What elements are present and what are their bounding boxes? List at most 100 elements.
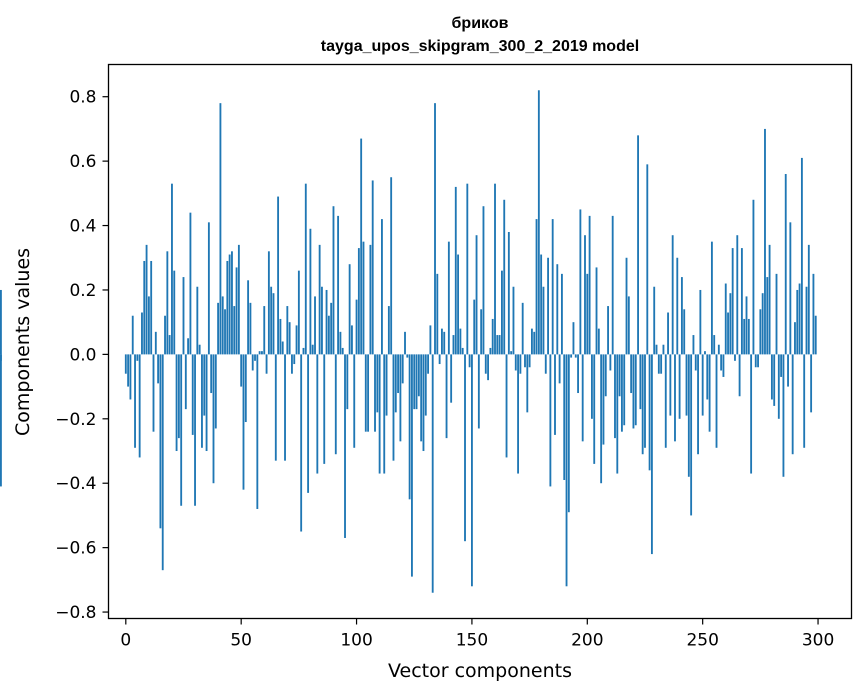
bar-component-56 <box>254 354 256 361</box>
bar-component-125 <box>413 354 416 410</box>
bar-component-220 <box>632 354 635 429</box>
x-tick-label: 100 <box>340 631 372 651</box>
bar-component-278 <box>766 277 769 355</box>
bar-component-267 <box>740 248 743 355</box>
bar-component-293 <box>800 157 803 355</box>
bar-component-101 <box>357 248 360 355</box>
plot-area-frame <box>107 63 853 620</box>
y-tick-label: 0.2 <box>69 281 96 301</box>
bar-component-276 <box>761 293 764 355</box>
bar-component-139 <box>445 354 448 439</box>
bar-component-141 <box>450 354 453 403</box>
bar-component-48 <box>235 267 238 355</box>
bar-component-109 <box>376 354 379 413</box>
bar-component-62 <box>267 251 270 355</box>
bar-component-80 <box>309 228 312 355</box>
bar-component-142 <box>452 335 455 355</box>
bar-component-230 <box>655 344 658 355</box>
bar-component-200 <box>586 273 589 355</box>
bar-component-170 <box>517 354 519 474</box>
bar-component-283 <box>777 354 780 419</box>
bar-component-177 <box>533 331 536 355</box>
bar-component-290 <box>794 322 796 355</box>
bar-component-260 <box>724 283 727 355</box>
bar-component-191 <box>565 354 568 587</box>
bar-component-51 <box>242 354 245 490</box>
bar-component-279 <box>768 244 771 355</box>
bar-component-4 <box>134 354 136 448</box>
bar-component-160 <box>494 183 496 355</box>
bar-component-135 <box>436 273 439 355</box>
bar-component-210 <box>609 354 612 371</box>
bar-component-0 <box>124 354 127 374</box>
bar-component-223 <box>639 354 642 410</box>
bar-component-93 <box>339 331 342 355</box>
bar-component-129 <box>422 354 425 452</box>
bar-component-285 <box>782 354 785 477</box>
bar-component-252 <box>706 354 709 400</box>
bar-component-87 <box>325 289 328 355</box>
bar-component-79 <box>307 354 310 493</box>
bar-component-140 <box>447 241 450 355</box>
bar-component-255 <box>713 335 716 355</box>
bar-component-217 <box>625 257 628 355</box>
bar-component-94 <box>341 347 344 355</box>
y-tick-label: 0.4 <box>69 217 96 237</box>
bar-component-145 <box>459 328 462 355</box>
bar-component-201 <box>588 215 591 355</box>
bar-component-206 <box>600 354 603 484</box>
y-tick-label: −0.6 <box>55 539 96 559</box>
bar-component-209 <box>607 306 609 355</box>
bar-component-137 <box>441 328 443 355</box>
bar-component-70 <box>286 306 289 355</box>
bar-component-225 <box>644 354 646 448</box>
bar-component-295 <box>805 286 808 355</box>
bar-component-176 <box>530 328 533 355</box>
bar-component-43 <box>224 309 226 355</box>
bar-component-212 <box>614 354 616 439</box>
bar-component-151 <box>473 299 476 355</box>
x-tick-label: 200 <box>571 631 603 651</box>
bar-component-123 <box>408 354 411 500</box>
x-tick-label: 250 <box>686 631 718 651</box>
bar-component-243 <box>685 354 688 416</box>
bar-component-97 <box>348 264 351 355</box>
bar-component-226 <box>646 164 649 355</box>
bar-component-282 <box>775 273 778 355</box>
bar-component-72 <box>291 354 293 374</box>
bar-component-122 <box>406 354 409 358</box>
x-axis-ticks: 0 50 100 150 200 250 300 <box>120 618 834 651</box>
bar-component-128 <box>420 354 423 442</box>
bar-component-68 <box>281 341 284 355</box>
x-tick-label: 150 <box>456 631 488 651</box>
bar-component-159 <box>491 318 494 355</box>
chart-subtitle: tayga_upos_skipgram_300_2_2019 model <box>321 38 639 55</box>
bar-component-155 <box>482 206 485 355</box>
bar-component-59 <box>261 351 263 355</box>
bar-component-134 <box>434 103 436 355</box>
bar-component-78 <box>304 183 307 355</box>
bar-component-55 <box>251 354 254 371</box>
bar-component-3 <box>131 315 134 355</box>
bar-component-100 <box>355 299 358 355</box>
bar-component-270 <box>747 318 750 355</box>
bar-component-undefined <box>0 354 2 487</box>
bar-component-186 <box>554 354 556 435</box>
bar-component-192 <box>567 354 570 513</box>
bar-component-83 <box>316 354 319 474</box>
bar-component-248 <box>697 354 699 455</box>
bar-component-69 <box>284 354 286 461</box>
bar-component-173 <box>524 354 526 368</box>
bar-component-239 <box>676 257 679 355</box>
bar-component-12 <box>152 354 155 432</box>
bar-component-126 <box>415 354 418 410</box>
bar-component-133 <box>431 354 434 593</box>
chart-title: бриков <box>452 15 509 32</box>
bar-component-75 <box>297 270 300 355</box>
bar-component-105 <box>367 354 370 432</box>
bar-component-171 <box>519 354 522 374</box>
bar-component-235 <box>667 312 669 355</box>
bar-component-92 <box>337 215 340 355</box>
bar-component-29 <box>191 354 194 435</box>
